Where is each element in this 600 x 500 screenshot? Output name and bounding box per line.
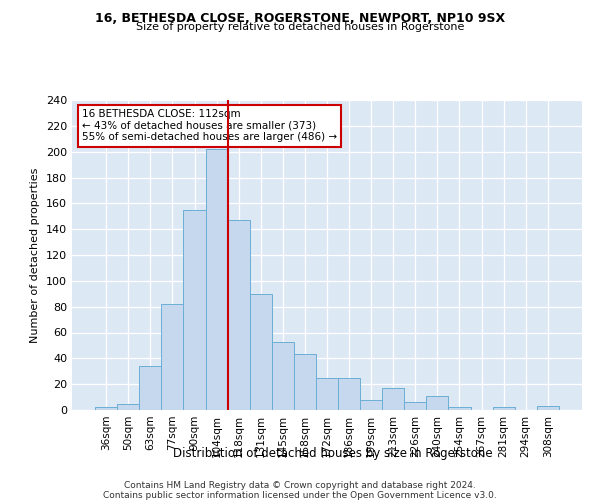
Text: Contains public sector information licensed under the Open Government Licence v3: Contains public sector information licen… bbox=[103, 491, 497, 500]
Text: Size of property relative to detached houses in Rogerstone: Size of property relative to detached ho… bbox=[136, 22, 464, 32]
Bar bbox=[493, 408, 515, 410]
Bar bbox=[206, 149, 227, 410]
Bar bbox=[537, 406, 559, 410]
Bar bbox=[316, 378, 338, 410]
Bar bbox=[294, 354, 316, 410]
Bar bbox=[427, 396, 448, 410]
Bar bbox=[448, 408, 470, 410]
Bar bbox=[161, 304, 184, 410]
Bar bbox=[227, 220, 250, 410]
Text: Contains HM Land Registry data © Crown copyright and database right 2024.: Contains HM Land Registry data © Crown c… bbox=[124, 481, 476, 490]
Text: 16 BETHESDA CLOSE: 112sqm
← 43% of detached houses are smaller (373)
55% of semi: 16 BETHESDA CLOSE: 112sqm ← 43% of detac… bbox=[82, 110, 337, 142]
Y-axis label: Number of detached properties: Number of detached properties bbox=[31, 168, 40, 342]
Bar bbox=[95, 408, 117, 410]
Bar bbox=[404, 402, 427, 410]
Bar bbox=[139, 366, 161, 410]
Bar bbox=[382, 388, 404, 410]
Bar bbox=[338, 378, 360, 410]
Bar bbox=[272, 342, 294, 410]
Bar bbox=[250, 294, 272, 410]
Bar bbox=[184, 210, 206, 410]
Text: Distribution of detached houses by size in Rogerstone: Distribution of detached houses by size … bbox=[173, 448, 493, 460]
Bar bbox=[360, 400, 382, 410]
Text: 16, BETHESDA CLOSE, ROGERSTONE, NEWPORT, NP10 9SX: 16, BETHESDA CLOSE, ROGERSTONE, NEWPORT,… bbox=[95, 12, 505, 26]
Bar bbox=[117, 404, 139, 410]
